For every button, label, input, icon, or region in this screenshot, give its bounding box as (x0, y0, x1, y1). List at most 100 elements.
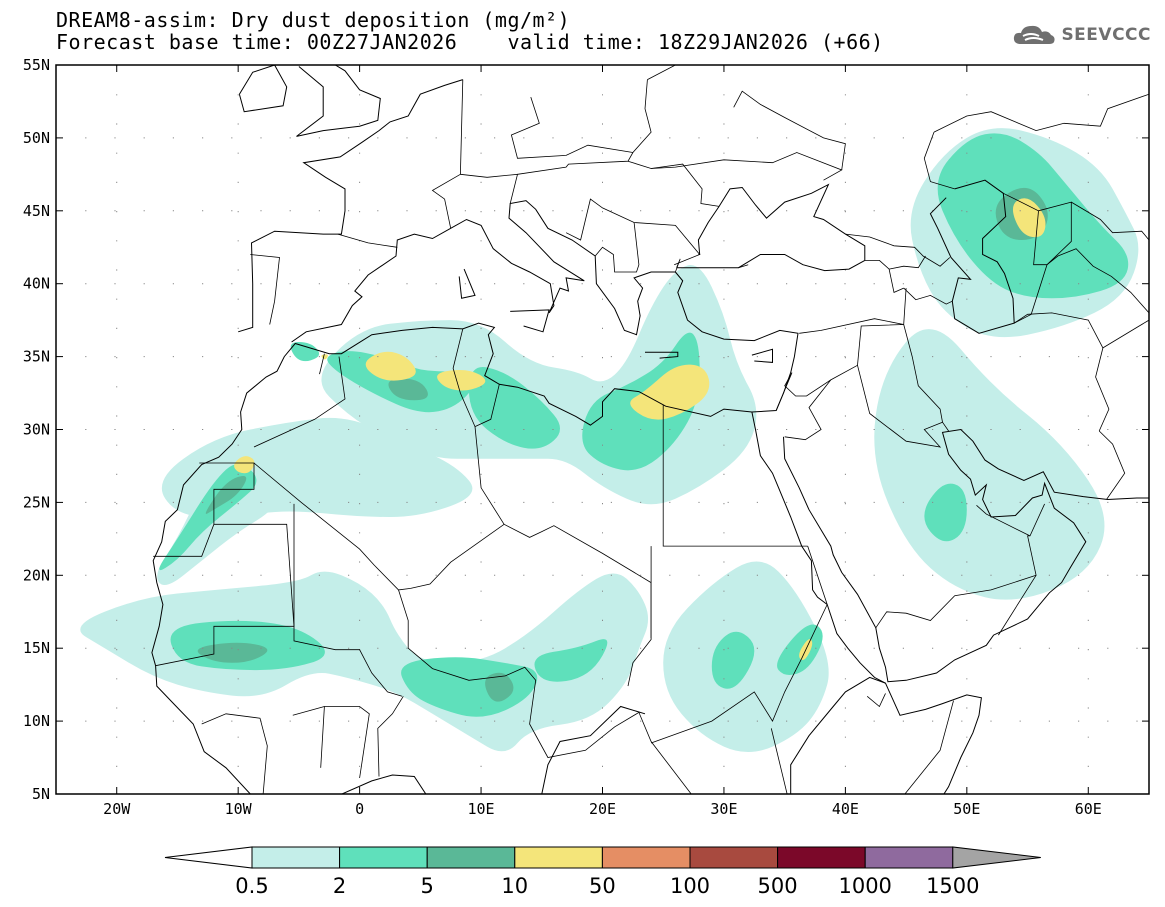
map-title: DREAM8-assim: Dry dust deposition (mg/m²… (56, 8, 571, 32)
dust-region-level-3 (321, 354, 328, 360)
country-border (903, 288, 943, 423)
country-border (1102, 319, 1149, 349)
y-tick-label: 30N (23, 421, 50, 439)
y-tick-label: 25N (23, 493, 50, 511)
country-border (431, 79, 464, 229)
country-border (517, 79, 652, 175)
coastline (296, 65, 381, 137)
coastline (783, 428, 1149, 683)
country-border (594, 222, 640, 273)
country-border (933, 93, 1149, 133)
country-border (460, 173, 519, 204)
country-border (866, 693, 886, 708)
country-border (1071, 201, 1149, 241)
colorbar-arrow-high (952, 846, 1041, 869)
y-tick-label: 10N (23, 712, 50, 730)
colorbar-segment (426, 846, 516, 869)
dust-region-level-1 (777, 624, 823, 675)
country-border (770, 700, 954, 794)
colorbar-arrow-low (164, 846, 253, 869)
country-border (875, 574, 1037, 629)
y-tick-label: 45N (23, 202, 50, 220)
colorbar-segment (339, 846, 428, 869)
y-tick-label: 5N (32, 785, 50, 803)
colorbar-segment (864, 846, 954, 869)
colorbar-segment (601, 846, 691, 869)
country-border (510, 96, 633, 159)
x-tick-label: 30E (710, 800, 737, 818)
country-border (775, 318, 904, 411)
colorbar-label: 0.5 (235, 874, 268, 898)
country-border (201, 713, 268, 794)
coastline (510, 309, 550, 333)
country-border (845, 233, 951, 267)
logo-text: SEEVCCC (1061, 25, 1151, 45)
coastline (751, 411, 886, 684)
country-border (1046, 248, 1149, 314)
map-subtitle-times: Forecast base time: 00Z27JAN2026 valid t… (56, 30, 884, 54)
country-border (651, 152, 843, 181)
country-border (337, 233, 398, 248)
coastline (238, 65, 288, 113)
dust-region-level-2 (205, 475, 247, 514)
coastline (751, 348, 773, 363)
x-tick-label: 60E (1075, 800, 1102, 818)
colorbar-label: 50 (589, 874, 616, 898)
country-border (292, 706, 325, 716)
country-border (293, 503, 403, 697)
coastline (645, 351, 679, 359)
country-border (1014, 264, 1048, 324)
coastline (541, 705, 646, 794)
country-border (864, 260, 904, 293)
country-border (662, 404, 808, 547)
colorbar-label: 10 (501, 874, 528, 898)
dust-region-level-0 (874, 329, 1105, 600)
dust-region-level-1 (534, 639, 608, 682)
dust-region-level-1 (924, 483, 967, 542)
axis-ticks: 20W 10W 0 10E 20E 30E 40E 50E 60E 55N 50N 45N 40N 35N… (23, 56, 1149, 818)
dust-region-level-3 (437, 369, 486, 391)
country-border (1003, 192, 1072, 266)
country-border (627, 546, 652, 687)
x-tick-label: 0 (355, 800, 364, 818)
x-tick-label: 10W (225, 800, 253, 818)
colorbar-label: 5 (421, 874, 434, 898)
dust-region-level-3 (234, 456, 255, 474)
country-border (320, 706, 370, 779)
coastline (458, 268, 476, 299)
colorbar-label: 500 (758, 874, 798, 898)
country-border (452, 328, 476, 427)
dust-deposition-field (80, 128, 1139, 753)
country-border (889, 255, 926, 270)
dust-region-level-2 (388, 378, 428, 401)
colorbar: 0.5 2 5 10 50 100 500 1000 1500 (164, 846, 1041, 898)
coastline (151, 200, 799, 794)
cloud-icon (1014, 25, 1056, 44)
country-border (998, 503, 1045, 636)
country-border (923, 131, 955, 190)
country-border (319, 353, 325, 375)
seevccc-logo: SEEVCCC (1011, 22, 1151, 48)
country-border (398, 589, 693, 794)
dust-region-level-1 (401, 657, 538, 717)
x-tick-label: 50E (953, 800, 980, 818)
dust-region-level-1 (711, 631, 755, 689)
country-border (647, 65, 676, 80)
dust-region-level-2 (197, 642, 268, 663)
country-border (250, 254, 280, 325)
dust-region-level-3 (365, 351, 416, 381)
country-border (627, 160, 720, 207)
colorbar-label: 1000 (838, 874, 891, 898)
colorbar-segment (689, 846, 779, 869)
colorbar-label: 100 (670, 874, 710, 898)
colorbar-label: 1500 (926, 874, 979, 898)
country-border (650, 545, 828, 744)
y-tick-label: 40N (23, 275, 50, 293)
colorbar-segment (514, 846, 603, 869)
coastline (790, 676, 982, 794)
country-border (976, 505, 1031, 537)
country-border (784, 379, 832, 441)
country-border (733, 90, 846, 171)
country-border (903, 287, 953, 305)
